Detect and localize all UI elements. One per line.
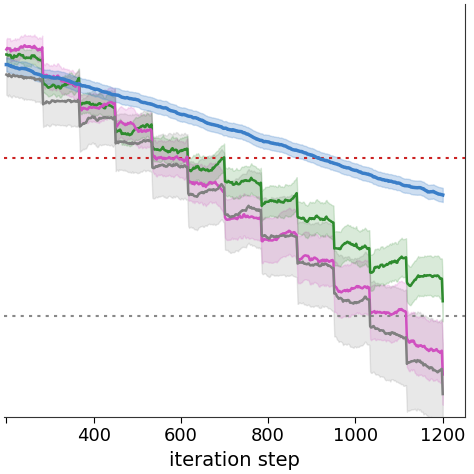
X-axis label: iteration step: iteration step	[169, 451, 300, 470]
